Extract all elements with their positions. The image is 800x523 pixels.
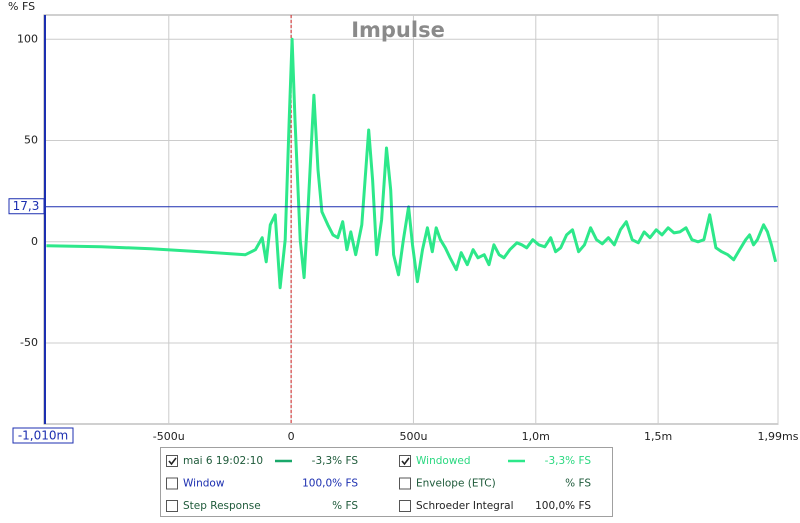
x-tick-label: 0 (288, 430, 295, 443)
cursor-y-box (8, 198, 45, 215)
x-tick-label: 1,0m (522, 430, 550, 443)
chart-title: Impulse (351, 18, 445, 42)
cursor-y-label: 17,3 (13, 199, 40, 213)
series-line (46, 37, 778, 290)
y-tick-label: 50 (24, 134, 38, 147)
cursor-x-box (12, 427, 74, 444)
legend-name: Windowed (416, 455, 471, 467)
cursor-x-label: -1,010m (18, 429, 68, 443)
y-tick-label: 0 (31, 235, 38, 248)
legend-checkmark (401, 457, 410, 466)
legend-checkbox[interactable] (166, 500, 178, 512)
legend-value: 100,0% FS (302, 478, 358, 490)
legend-value: 100,0% FS (535, 500, 591, 512)
legend-checkbox[interactable] (399, 477, 411, 490)
legend-name: Step Response (183, 500, 261, 512)
legend-name: Schroeder Integral (416, 500, 514, 512)
legend-name: Envelope (ETC) (416, 478, 496, 490)
legend-value: % FS (565, 478, 591, 490)
legend-checkbox[interactable] (399, 500, 411, 512)
x-tick-label: -500u (153, 430, 185, 443)
legend-checkmark (168, 457, 177, 466)
x-tick-label: 1,5m (644, 430, 672, 443)
legend-checkbox[interactable] (166, 455, 178, 467)
legend-checkbox[interactable] (399, 455, 411, 467)
y-tick-label: 100 (17, 32, 38, 45)
legend-value: -3,3% FS (545, 455, 592, 467)
x-tick-label: 500u (399, 430, 427, 443)
y-tick-label: -50 (20, 336, 38, 349)
x-tick-label: 1,99ms (758, 430, 799, 443)
y-axis-label: % FS (8, 0, 35, 13)
legend-checkbox[interactable] (166, 477, 178, 490)
legend-name: mai 6 19:02:10 (183, 455, 263, 467)
legend-name: Window (183, 478, 225, 490)
legend-value: -3,3% FS (312, 455, 359, 467)
legend-value: % FS (332, 500, 358, 512)
legend-box (160, 447, 613, 517)
